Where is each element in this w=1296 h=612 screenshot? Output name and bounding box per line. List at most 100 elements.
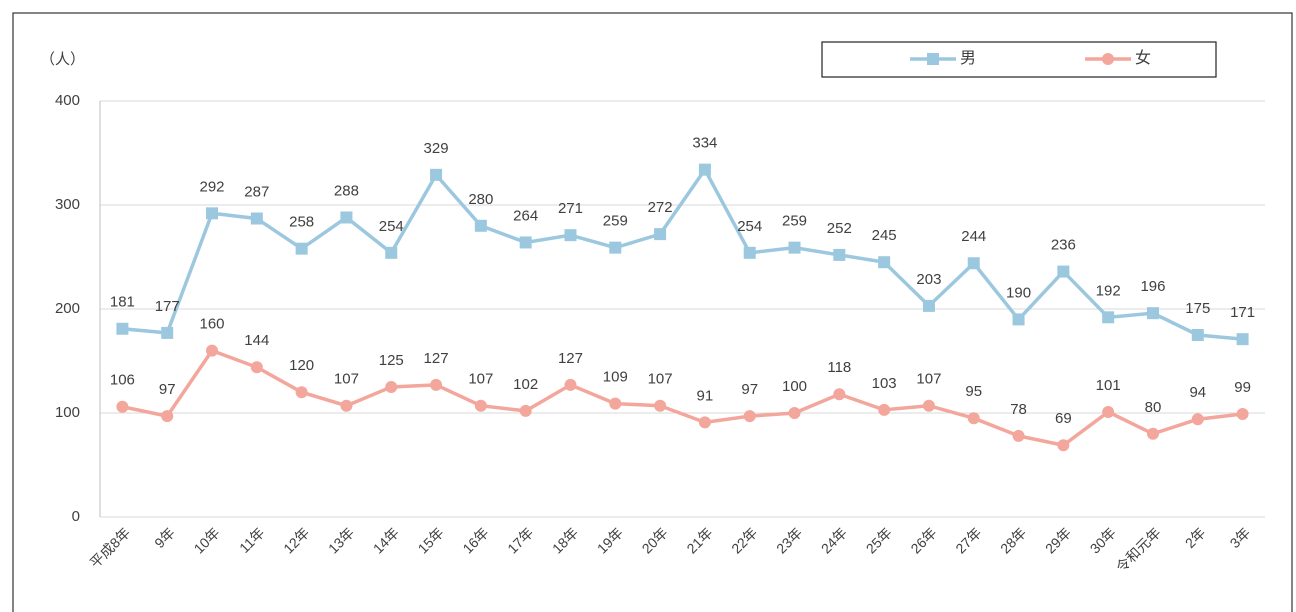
marker <box>161 326 174 339</box>
x-tick-label: 13年 <box>325 524 357 556</box>
data-label: 78 <box>1010 401 1027 418</box>
y-tick-label: 0 <box>72 508 80 525</box>
x-tick-label: 9年 <box>151 524 178 551</box>
marker <box>474 399 487 412</box>
y-tick-label: 200 <box>55 300 80 317</box>
marker <box>519 404 532 417</box>
data-label: 103 <box>872 375 897 392</box>
data-label: 292 <box>200 178 225 195</box>
data-label: 118 <box>827 359 851 376</box>
data-label: 245 <box>872 227 897 244</box>
marker <box>340 399 353 412</box>
marker <box>564 229 577 242</box>
marker <box>743 246 756 259</box>
marker <box>430 378 443 391</box>
legend-marker <box>927 53 939 65</box>
x-tick-label: 平成8年 <box>87 524 134 571</box>
marker <box>519 236 532 249</box>
marker <box>743 410 756 423</box>
data-label: 107 <box>468 371 493 388</box>
data-label: 190 <box>1006 284 1031 301</box>
marker <box>1236 333 1249 346</box>
x-tick-label: 27年 <box>952 524 984 556</box>
x-tick-label: 22年 <box>728 524 760 556</box>
data-label: 244 <box>961 228 986 245</box>
data-label: 258 <box>289 214 314 231</box>
y-tick-label: 300 <box>55 196 80 213</box>
x-tick-label: 26年 <box>907 524 939 556</box>
data-label: 127 <box>424 350 449 367</box>
data-label: 196 <box>1140 278 1165 295</box>
data-label: 94 <box>1189 384 1206 401</box>
x-tick-label: 11年 <box>236 524 267 555</box>
marker <box>295 242 308 255</box>
data-label: 91 <box>697 387 714 404</box>
data-label: 107 <box>648 371 673 388</box>
marker <box>1012 313 1025 326</box>
series-line <box>122 348 1243 448</box>
data-label: 100 <box>782 378 807 395</box>
data-label: 271 <box>558 200 583 217</box>
data-label: 97 <box>159 381 176 398</box>
marker <box>1102 405 1115 418</box>
marker <box>385 381 398 393</box>
frame <box>12 12 1293 612</box>
legend-marker <box>1102 53 1114 65</box>
data-label: 334 <box>692 135 717 152</box>
marker <box>116 322 129 335</box>
data-label: 69 <box>1055 410 1072 427</box>
y-tick-label: 400 <box>55 92 80 109</box>
marker <box>833 248 846 261</box>
data-label: 101 <box>1096 377 1121 394</box>
legend-label: 男 <box>960 50 976 67</box>
marker <box>564 378 577 391</box>
marker <box>430 168 443 181</box>
data-label: 177 <box>155 298 180 315</box>
marker <box>1057 439 1070 452</box>
data-label: 127 <box>558 350 583 367</box>
marker <box>385 246 398 259</box>
marker <box>788 241 801 254</box>
y-unit: （人） <box>40 51 85 68</box>
data-label: 120 <box>289 357 314 374</box>
data-label: 144 <box>244 332 269 349</box>
data-label: 288 <box>334 182 359 199</box>
data-label: 95 <box>965 383 982 400</box>
data-label: 280 <box>468 191 493 208</box>
x-tick-label: 25年 <box>863 524 895 556</box>
data-label: 264 <box>513 207 538 224</box>
marker <box>878 403 891 416</box>
x-tick-label: 17年 <box>504 524 536 556</box>
data-label: 109 <box>603 369 628 386</box>
marker <box>1191 413 1204 426</box>
marker <box>967 257 980 270</box>
marker <box>698 163 711 176</box>
marker <box>922 299 935 312</box>
x-tick-label: 18年 <box>549 524 581 556</box>
data-label: 259 <box>603 213 628 230</box>
x-tick-label: 10年 <box>191 524 223 556</box>
marker <box>1146 427 1159 440</box>
data-label: 125 <box>379 352 404 369</box>
data-label: 171 <box>1230 304 1255 321</box>
x-tick-label: 3年 <box>1227 524 1254 551</box>
marker <box>206 344 219 357</box>
marker <box>1057 265 1070 278</box>
legend-box <box>821 41 1217 78</box>
x-tick-label: 令和元年 <box>1113 524 1164 575</box>
data-label: 160 <box>200 316 225 333</box>
data-label: 102 <box>513 376 538 393</box>
marker <box>250 361 263 374</box>
data-label: 329 <box>424 140 449 157</box>
marker <box>116 400 129 413</box>
x-tick-label: 28年 <box>997 524 1029 556</box>
data-label: 192 <box>1096 282 1121 299</box>
y-tick-label: 100 <box>55 404 80 421</box>
data-label: 254 <box>737 218 762 235</box>
x-tick-label: 16年 <box>459 524 491 556</box>
x-tick-label: 12年 <box>280 524 312 556</box>
marker <box>474 219 487 232</box>
data-label: 236 <box>1051 237 1076 254</box>
data-label: 175 <box>1185 300 1210 317</box>
